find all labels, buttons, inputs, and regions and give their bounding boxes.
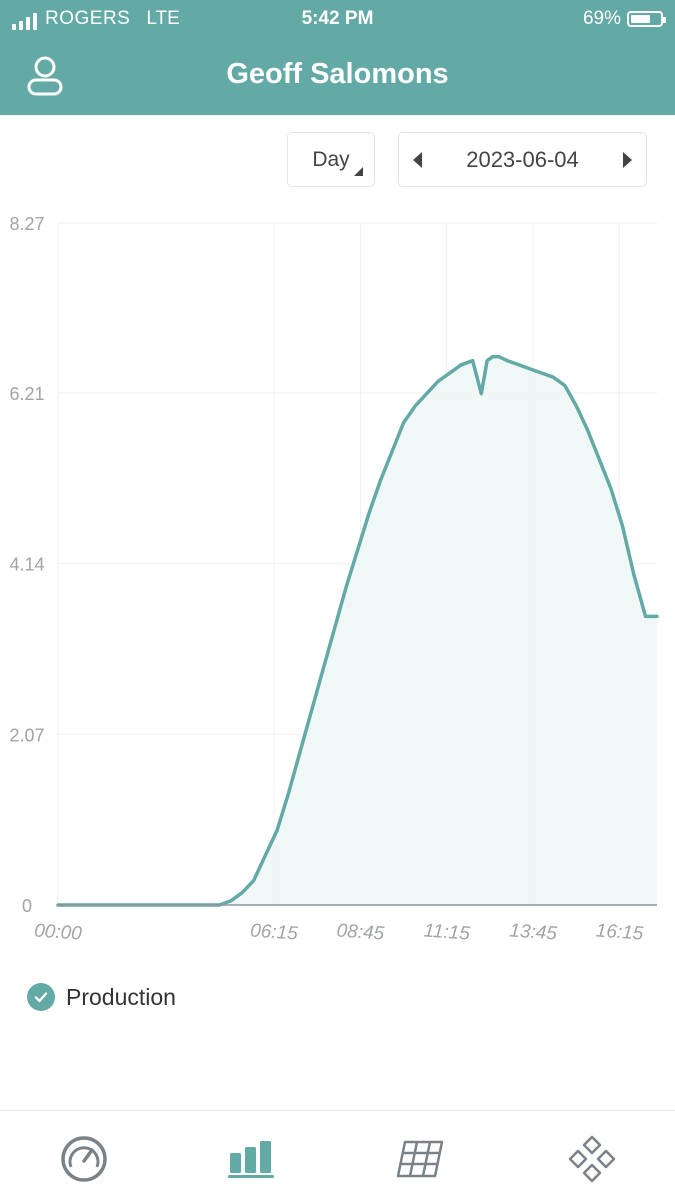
period-select[interactable]: Day xyxy=(287,132,375,187)
carrier-name: ROGERS xyxy=(45,8,131,29)
bar-chart-icon xyxy=(228,1141,274,1178)
solar-panel-icon xyxy=(396,1140,444,1178)
gauge-icon xyxy=(61,1136,107,1182)
battery-percent: 69% xyxy=(582,8,621,29)
legend-item-production[interactable]: Production xyxy=(27,983,176,1011)
network-type: LTE xyxy=(146,8,180,29)
production-area xyxy=(58,356,657,906)
user-profile-button[interactable] xyxy=(24,55,66,97)
next-date-button[interactable] xyxy=(622,151,632,168)
legend-label: Production xyxy=(66,983,176,1010)
production-line xyxy=(56,354,659,907)
status-left: ROGERS LTE xyxy=(12,8,180,30)
y-tick-label: 8.27 xyxy=(9,214,44,234)
status-right: 69% xyxy=(582,8,666,30)
diamond-grid-icon xyxy=(568,1135,616,1183)
signal-icon xyxy=(12,13,37,30)
x-tick-label: 08:45 xyxy=(336,920,385,944)
current-date: 2023-06-04 xyxy=(466,146,579,172)
app-header: ROGERS LTE 5:42 PM 69% Geoff Salomons xyxy=(0,0,675,115)
period-value: Day xyxy=(312,147,350,171)
x-tick-label: 16:15 xyxy=(595,920,644,944)
check-circle-icon xyxy=(27,983,55,1011)
x-tick-label: 06:15 xyxy=(250,920,299,944)
tab-bar xyxy=(0,1110,675,1201)
tab-charts[interactable] xyxy=(222,1129,282,1189)
x-tick-label: 11:15 xyxy=(423,920,471,944)
y-tick-label: 6.21 xyxy=(9,384,44,404)
status-bar: ROGERS LTE 5:42 PM 69% xyxy=(0,0,675,38)
previous-date-button[interactable] xyxy=(413,151,422,168)
date-navigator: 2023-06-04 xyxy=(398,132,647,187)
tab-devices[interactable] xyxy=(562,1129,622,1189)
dropdown-caret-icon xyxy=(354,167,363,176)
x-tick-label: 00:00 xyxy=(34,920,83,944)
y-tick-label: 0 xyxy=(22,896,32,916)
tab-dashboard[interactable] xyxy=(54,1129,114,1189)
page-title: Geoff Salomons xyxy=(226,58,449,90)
production-chart[interactable]: 0 2.07 4.14 6.21 8.27 00:00 06:15 08:45 11:15 13:… xyxy=(0,200,675,960)
user-icon xyxy=(27,56,63,96)
x-tick-label: 13:45 xyxy=(509,920,558,944)
battery-icon xyxy=(627,11,666,27)
y-tick-label: 4.14 xyxy=(9,555,44,575)
tab-panels[interactable] xyxy=(390,1129,450,1189)
status-time: 5:42 PM xyxy=(301,8,374,29)
battery-level xyxy=(631,15,651,23)
y-tick-label: 2.07 xyxy=(9,725,44,745)
